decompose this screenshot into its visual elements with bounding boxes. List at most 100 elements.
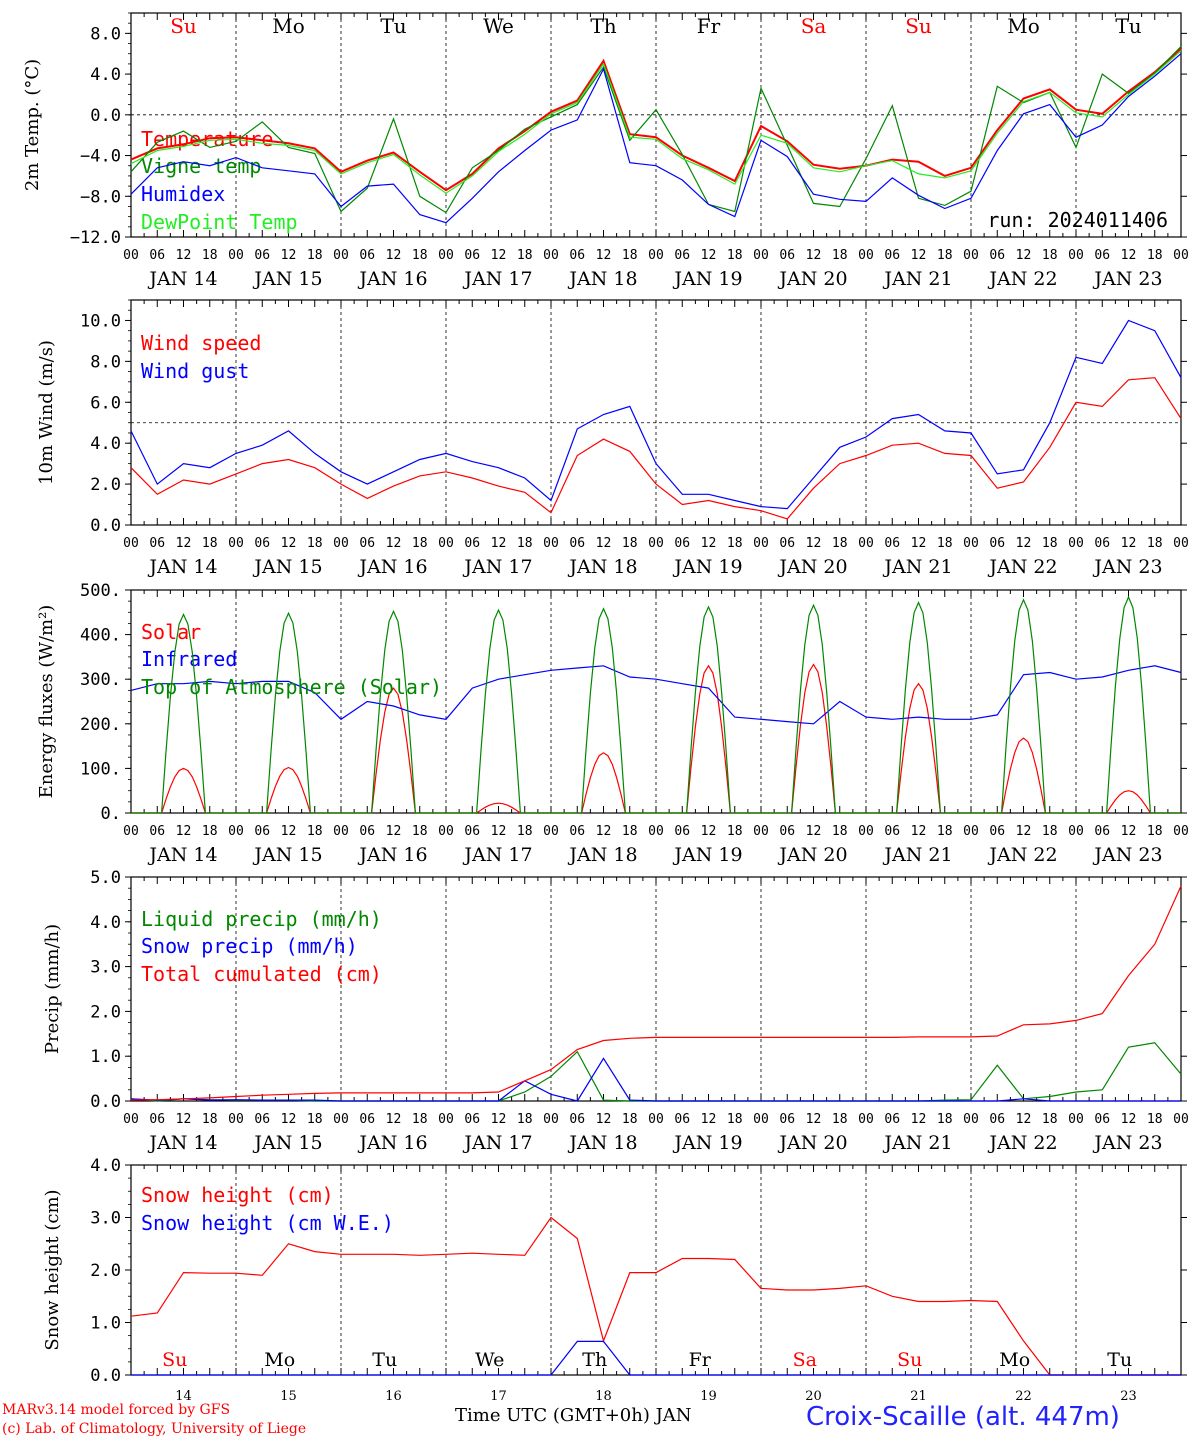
hour-tick-label: 00: [543, 248, 559, 263]
hour-tick-label: 12: [596, 248, 612, 263]
hour-tick-label: 18: [517, 536, 533, 551]
day-number-label: 18: [595, 1389, 612, 1404]
y-axis-label: Precip (mm/h): [42, 924, 63, 1054]
hour-tick-label: 12: [1016, 824, 1032, 839]
date-label: JAN 17: [462, 556, 532, 578]
weekday-label-top: Su: [905, 14, 932, 38]
hour-tick-label: 00: [858, 248, 874, 263]
hour-tick-label: 00: [1068, 248, 1084, 263]
weekday-label-bottom: Mo: [999, 1349, 1030, 1371]
legend-entry: Wind speed: [141, 331, 261, 355]
hour-tick-label: 00: [1068, 536, 1084, 551]
hour-tick-label: 12: [596, 1112, 612, 1127]
hour-tick-label: 06: [884, 1112, 900, 1127]
weekday-label-bottom: Tu: [372, 1349, 397, 1371]
hour-tick-label: 06: [884, 824, 900, 839]
hour-tick-label: 00: [123, 248, 139, 263]
hour-tick-label: 18: [832, 536, 848, 551]
weekday-label-top: We: [483, 14, 514, 38]
hour-tick-label: 00: [753, 1112, 769, 1127]
hour-tick-label: 18: [307, 824, 323, 839]
hour-tick-label: 12: [176, 824, 192, 839]
hour-tick-label: 00: [1173, 824, 1189, 839]
y-tick-label: 2.0: [90, 1261, 121, 1281]
y-tick-label: 1.0: [90, 1314, 121, 1334]
hour-tick-label: 12: [176, 248, 192, 263]
weekday-label-top: Th: [590, 14, 616, 38]
y-tick-label: 2.0: [90, 475, 121, 495]
series-line-wind-gust: [130, 319, 1182, 510]
hour-tick-label: 18: [517, 1112, 533, 1127]
hour-tick-label: 12: [281, 1112, 297, 1127]
hour-tick-label: 00: [648, 248, 664, 263]
date-label: JAN 16: [357, 268, 427, 290]
hour-tick-label: 12: [596, 536, 612, 551]
hour-tick-label: 06: [674, 824, 690, 839]
hour-tick-label: 12: [1121, 1112, 1137, 1127]
hour-tick-label: 18: [832, 248, 848, 263]
date-label: JAN 19: [672, 268, 742, 290]
hour-tick-label: 00: [438, 536, 454, 551]
hour-tick-label: 00: [648, 536, 664, 551]
run-label: run: 2024011406: [987, 208, 1168, 232]
y-tick-label: 5.0: [90, 868, 121, 888]
hour-tick-label: 12: [281, 824, 297, 839]
series-line-top-of-atmosphere-solar-: [131, 595, 1181, 814]
y-axis-label: 10m Wind (m/s): [36, 340, 57, 485]
weekday-label-bottom: Sa: [793, 1349, 817, 1371]
hour-tick-label: 12: [386, 536, 402, 551]
hour-tick-label: 18: [1147, 1112, 1163, 1127]
legend-entry: Infrared: [141, 647, 237, 671]
day-number-label: 20: [805, 1389, 822, 1404]
y-tick-label: 4.0: [90, 65, 121, 85]
hour-tick-label: 12: [281, 536, 297, 551]
hour-tick-label: 18: [1147, 536, 1163, 551]
date-label: JAN 14: [147, 268, 217, 290]
hour-tick-label: 06: [1094, 248, 1110, 263]
hour-tick-label: 06: [779, 824, 795, 839]
legend-entry: Wind gust: [141, 359, 249, 383]
hour-tick-label: 12: [491, 248, 507, 263]
date-label: JAN 19: [672, 844, 742, 866]
hour-tick-label: 12: [281, 248, 297, 263]
hour-tick-label: 00: [753, 824, 769, 839]
weekday-label-bottom: Th: [582, 1349, 607, 1371]
hour-tick-label: 12: [911, 1112, 927, 1127]
series-line-wind-speed: [130, 377, 1182, 520]
weekday-label-bottom: Su: [897, 1349, 922, 1371]
hour-tick-label: 18: [202, 248, 218, 263]
hour-tick-label: 06: [254, 248, 270, 263]
hour-tick-label: 06: [569, 248, 585, 263]
hour-tick-label: 18: [937, 248, 953, 263]
y-tick-label: 2.0: [90, 1002, 121, 1022]
hour-tick-label: 18: [202, 824, 218, 839]
hour-tick-label: 06: [569, 536, 585, 551]
hour-tick-label: 00: [438, 824, 454, 839]
hour-tick-label: 00: [228, 536, 244, 551]
date-label: JAN 16: [357, 844, 427, 866]
hour-tick-label: 12: [701, 248, 717, 263]
hour-tick-label: 00: [858, 824, 874, 839]
y-tick-label: 500.: [80, 581, 121, 601]
hour-tick-label: 00: [1173, 1112, 1189, 1127]
date-label: JAN 20: [777, 556, 847, 578]
hour-tick-label: 06: [149, 824, 165, 839]
hour-tick-label: 18: [517, 248, 533, 263]
hour-tick-label: 00: [648, 824, 664, 839]
legend-entry: Total cumulated (cm): [141, 962, 382, 986]
hour-tick-label: 00: [963, 536, 979, 551]
hour-tick-label: 00: [123, 536, 139, 551]
weekday-label-top: Mo: [1007, 14, 1040, 38]
hour-tick-label: 18: [412, 1112, 428, 1127]
hour-tick-label: 06: [254, 1112, 270, 1127]
series-line-snow-precip-mm-h-: [130, 1057, 1181, 1102]
date-label: JAN 21: [882, 556, 952, 578]
hour-tick-label: 06: [989, 536, 1005, 551]
hour-tick-label: 12: [386, 824, 402, 839]
date-label: JAN 18: [567, 556, 637, 578]
legend-entry: Liquid precip (mm/h): [141, 907, 382, 931]
time-axis-label: Time UTC (GMT+0h) JAN: [455, 1405, 692, 1426]
series-line-total-cumulated-cm-: [130, 885, 1182, 1101]
weekday-label-bottom: Mo: [264, 1349, 295, 1371]
